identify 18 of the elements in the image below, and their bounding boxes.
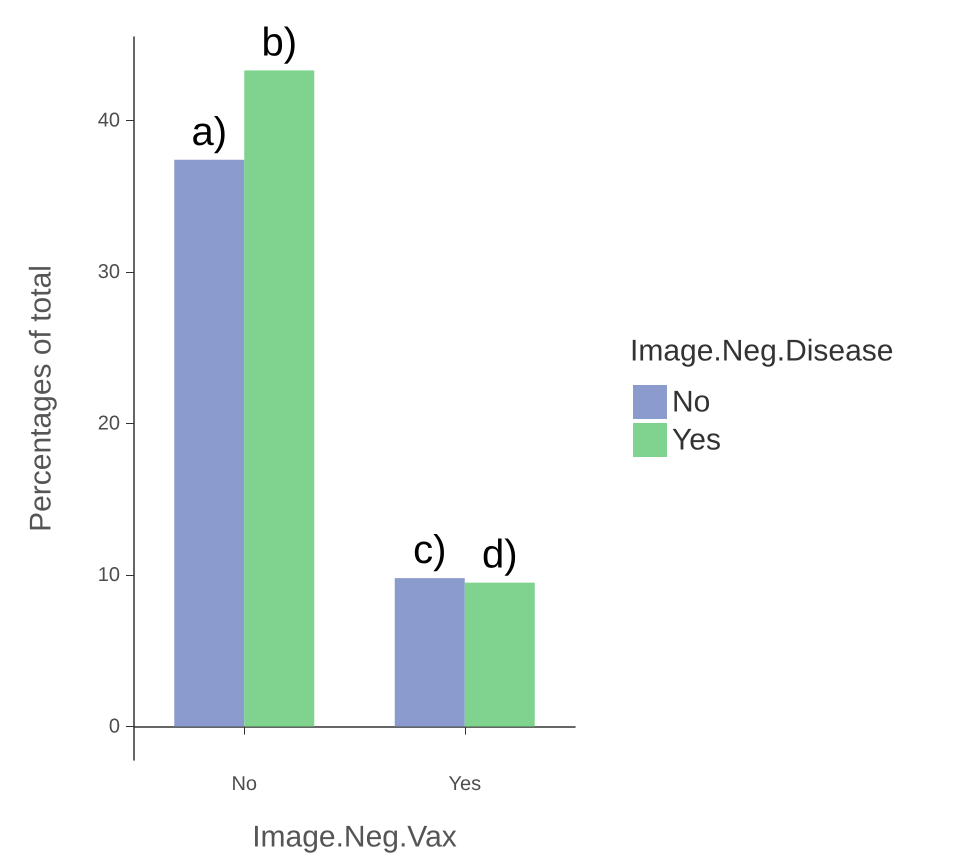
legend-label: No <box>672 386 710 418</box>
annotation: c) <box>413 528 446 572</box>
y-tick-label: 20 <box>98 412 120 435</box>
legend-label: Yes <box>672 424 721 456</box>
x-axis-title: Image.Neg.Vax <box>252 820 457 854</box>
y-tick-label: 40 <box>98 109 120 132</box>
y-tick-label: 30 <box>98 260 120 283</box>
annotation: b) <box>261 20 298 64</box>
bar <box>244 70 314 727</box>
y-axis-title: Percentages of total <box>24 265 58 532</box>
y-tick-label: 0 <box>108 716 120 738</box>
bar <box>174 160 244 727</box>
annotation: d) <box>482 532 518 577</box>
y-tick-label: 10 <box>98 564 120 586</box>
legend-title: Image.Neg.Disease <box>630 334 894 368</box>
bar <box>394 578 465 727</box>
bar <box>464 582 535 727</box>
annotation: a) <box>191 110 228 154</box>
